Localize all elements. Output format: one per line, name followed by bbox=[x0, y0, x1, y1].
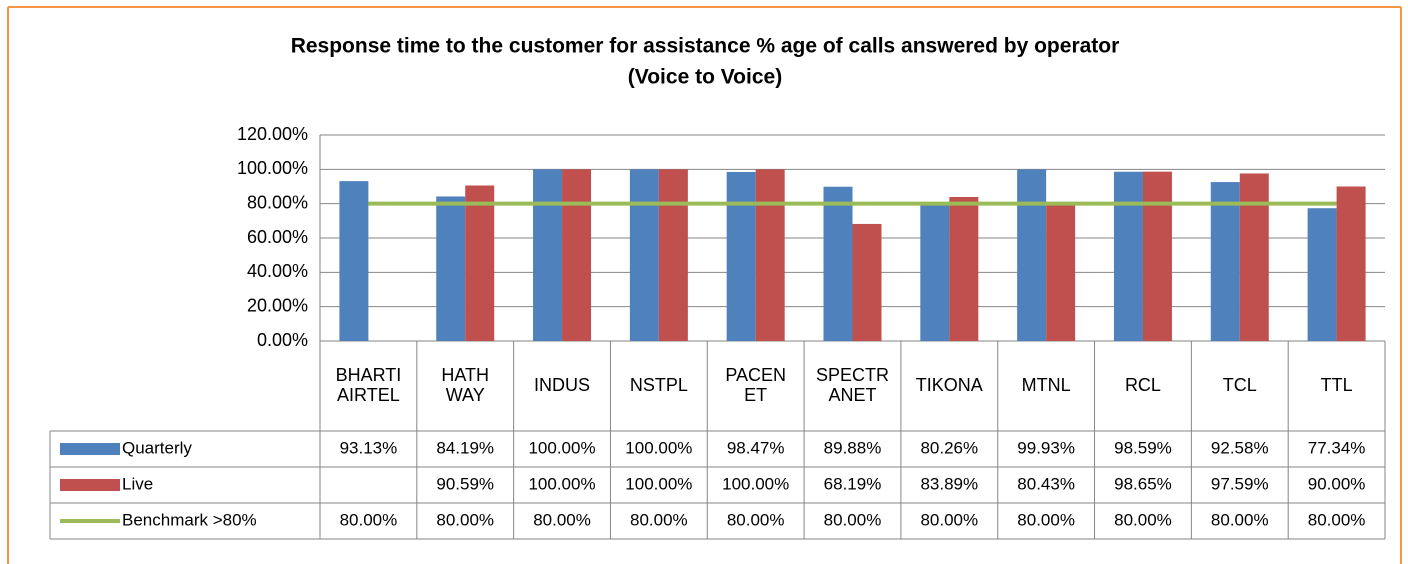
bar bbox=[629, 169, 659, 341]
bar bbox=[436, 196, 466, 341]
table-value: 68.19% bbox=[824, 474, 882, 493]
x-tick-label: WAY bbox=[446, 385, 485, 405]
bar bbox=[658, 169, 688, 341]
y-tick-label: 80.00% bbox=[247, 192, 308, 212]
table-value: 80.00% bbox=[727, 510, 785, 529]
x-tick-label: TIKONA bbox=[916, 375, 983, 395]
table-value: 80.00% bbox=[920, 510, 978, 529]
bar bbox=[465, 185, 495, 341]
table-value: 80.00% bbox=[533, 510, 591, 529]
chart-title: Response time to the customer for assist… bbox=[291, 35, 1120, 58]
y-tick-label: 60.00% bbox=[247, 227, 308, 247]
table-value: 100.00% bbox=[625, 438, 692, 457]
bar bbox=[726, 171, 756, 341]
x-tick-label: TCL bbox=[1223, 375, 1257, 395]
table-value: 98.59% bbox=[1114, 438, 1172, 457]
x-tick-label: BHARTI bbox=[336, 365, 402, 385]
bar bbox=[1239, 173, 1269, 341]
legend-label: Quarterly bbox=[122, 438, 192, 457]
table-value: 98.65% bbox=[1114, 474, 1172, 493]
bar bbox=[949, 196, 979, 341]
bar bbox=[823, 186, 853, 341]
y-tick-label: 20.00% bbox=[247, 295, 308, 315]
bar bbox=[1113, 171, 1143, 341]
x-tick-label: ANET bbox=[828, 385, 876, 405]
legend-key bbox=[60, 479, 120, 491]
table-value: 77.34% bbox=[1308, 438, 1366, 457]
x-tick-label: MTNL bbox=[1022, 375, 1071, 395]
table-value: 80.00% bbox=[1308, 510, 1366, 529]
table-value: 80.00% bbox=[1114, 510, 1172, 529]
legend-label: Benchmark >80% bbox=[122, 510, 257, 529]
bar bbox=[1142, 171, 1172, 341]
y-tick-label: 0.00% bbox=[257, 330, 308, 350]
x-tick-label: INDUS bbox=[534, 375, 590, 395]
table-value: 84.19% bbox=[436, 438, 494, 457]
x-tick-label: PACEN bbox=[725, 365, 786, 385]
bar bbox=[562, 169, 592, 341]
y-tick-label: 40.00% bbox=[247, 261, 308, 281]
bar bbox=[1210, 182, 1240, 341]
x-tick-label: AIRTEL bbox=[337, 385, 400, 405]
x-tick-label: NSTPL bbox=[630, 375, 688, 395]
table-value: 90.59% bbox=[436, 474, 494, 493]
table-value: 100.00% bbox=[528, 438, 595, 457]
table-value: 98.47% bbox=[727, 438, 785, 457]
table-value: 80.00% bbox=[1211, 510, 1269, 529]
x-tick-label: SPECTR bbox=[816, 365, 889, 385]
table-value: 100.00% bbox=[528, 474, 595, 493]
table-value: 80.26% bbox=[920, 438, 978, 457]
bar bbox=[1307, 208, 1337, 341]
bar bbox=[920, 203, 950, 341]
x-tick-label: RCL bbox=[1125, 375, 1161, 395]
table-value: 80.00% bbox=[436, 510, 494, 529]
table-value: 80.00% bbox=[1017, 510, 1075, 529]
x-tick-label: TTL bbox=[1321, 375, 1353, 395]
table-value: 80.43% bbox=[1017, 474, 1075, 493]
table-value: 100.00% bbox=[722, 474, 789, 493]
y-tick-label: 100.00% bbox=[237, 158, 308, 178]
bar bbox=[533, 169, 563, 341]
bar bbox=[1336, 186, 1366, 341]
table-value: 99.93% bbox=[1017, 438, 1075, 457]
legend-key bbox=[60, 443, 120, 455]
legend-label: Live bbox=[122, 474, 153, 493]
table-value: 89.88% bbox=[824, 438, 882, 457]
x-tick-label: HATH bbox=[441, 365, 489, 385]
bar bbox=[755, 169, 785, 341]
table-value: 97.59% bbox=[1211, 474, 1269, 493]
bar bbox=[852, 223, 882, 341]
table-value: 100.00% bbox=[625, 474, 692, 493]
bar bbox=[1046, 202, 1076, 341]
table-value: 92.58% bbox=[1211, 438, 1269, 457]
table-value: 80.00% bbox=[340, 510, 398, 529]
table-value: 80.00% bbox=[630, 510, 688, 529]
y-tick-label: 120.00% bbox=[237, 124, 308, 144]
chart-title: (Voice to Voice) bbox=[628, 66, 782, 89]
table-value: 80.00% bbox=[824, 510, 882, 529]
bar bbox=[1017, 169, 1047, 341]
x-tick-label: ET bbox=[744, 385, 767, 405]
table-value: 90.00% bbox=[1308, 474, 1366, 493]
bar bbox=[339, 181, 369, 341]
table-value: 83.89% bbox=[920, 474, 978, 493]
table-value: 93.13% bbox=[340, 438, 398, 457]
